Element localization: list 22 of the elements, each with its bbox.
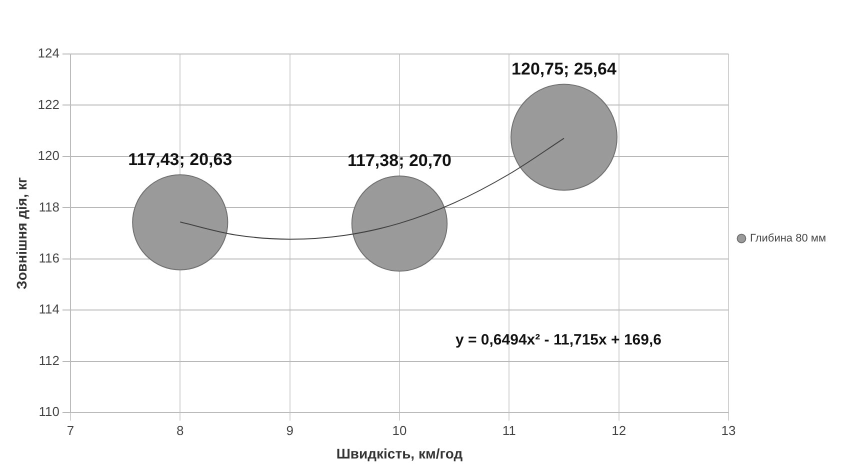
x-tick-label: 9 xyxy=(286,422,294,438)
y-tick-label: 120 xyxy=(38,148,60,164)
x-tick-label: 8 xyxy=(176,422,184,438)
y-tick-label: 114 xyxy=(38,302,60,317)
y-tick-label: 110 xyxy=(38,404,60,420)
data-label: 117,38; 20,70 xyxy=(347,151,452,170)
y-axis-title: Зовнішня дія, кг xyxy=(13,177,30,290)
data-label: 120,75; 25,64 xyxy=(512,59,617,78)
y-tick-label: 116 xyxy=(38,250,60,266)
data-label: 117,43; 20,63 xyxy=(128,150,232,169)
y-tick-label: 124 xyxy=(38,46,60,61)
x-tick-label: 13 xyxy=(721,422,736,438)
x-tick-label: 10 xyxy=(392,422,407,438)
x-tick-label: 11 xyxy=(502,422,516,438)
y-tick-label: 118 xyxy=(38,199,60,214)
annotation: y = 0,6494x² - 11,715x + 169,6 xyxy=(455,332,662,349)
legend-label: Глибина 80 мм xyxy=(750,232,826,245)
y-tick-label: 122 xyxy=(38,96,60,112)
x-axis-title: Швидкість, км/год xyxy=(336,445,463,462)
x-tick-label: 12 xyxy=(612,422,626,438)
y-tick-label: 112 xyxy=(38,352,60,368)
x-tick-label: 7 xyxy=(66,422,74,438)
